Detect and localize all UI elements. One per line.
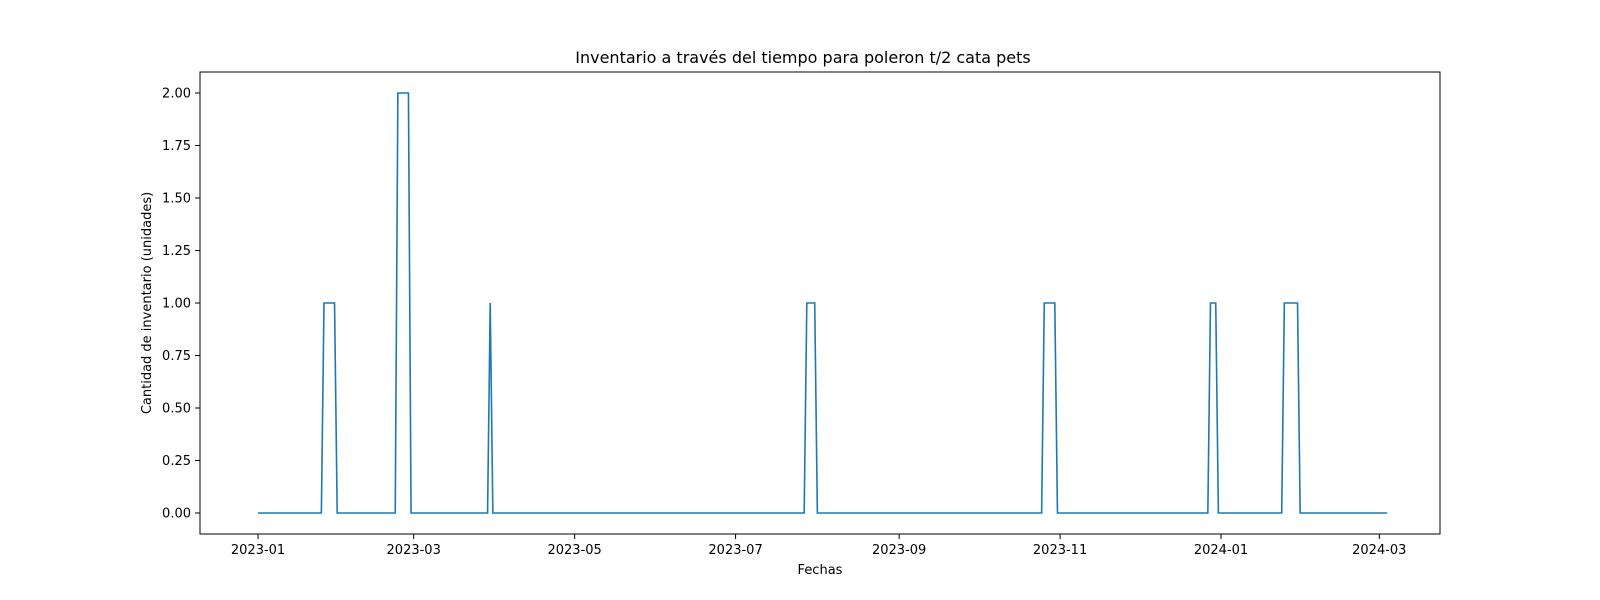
- x-axis-label: Fechas: [798, 563, 843, 578]
- x-axis: 2023-01 2023-03 2023-05 2023-07 2023-09 2023-…: [231, 534, 1406, 558]
- chart-title: Inventario a través del tiempo para pole…: [575, 48, 1031, 67]
- y-tick-label: 0.25: [162, 454, 191, 469]
- x-tick-label: 2023-03: [387, 543, 441, 558]
- x-tick-label: 2024-03: [1352, 543, 1406, 558]
- series-line: [258, 92, 1388, 514]
- y-tick-label: 1.25: [162, 244, 191, 259]
- y-tick-label: 0.00: [162, 507, 191, 522]
- y-tick-label: 1.75: [162, 139, 191, 154]
- x-tick-label: 2023-07: [708, 543, 762, 558]
- y-tick-label: 0.50: [162, 402, 191, 417]
- y-axis-label: Cantidad de inventario (unidades): [140, 192, 155, 414]
- y-tick-label: 2.00: [162, 87, 191, 102]
- x-tick-label: 2023-05: [547, 543, 601, 558]
- x-tick-label: 2023-11: [1033, 543, 1087, 558]
- y-tick-label: 1.00: [162, 297, 191, 312]
- plot-area: [199, 71, 1441, 535]
- x-tick-label: 2023-01: [231, 543, 285, 558]
- y-axis: 0.00 0.25 0.50 0.75 1.00 1.25 1.50 1.75 2.00: [162, 87, 200, 522]
- x-tick-label: 2023-09: [872, 543, 926, 558]
- x-tick-label: 2024-01: [1194, 543, 1248, 558]
- y-tick-label: 0.75: [162, 349, 191, 364]
- y-tick-label: 1.50: [162, 192, 191, 207]
